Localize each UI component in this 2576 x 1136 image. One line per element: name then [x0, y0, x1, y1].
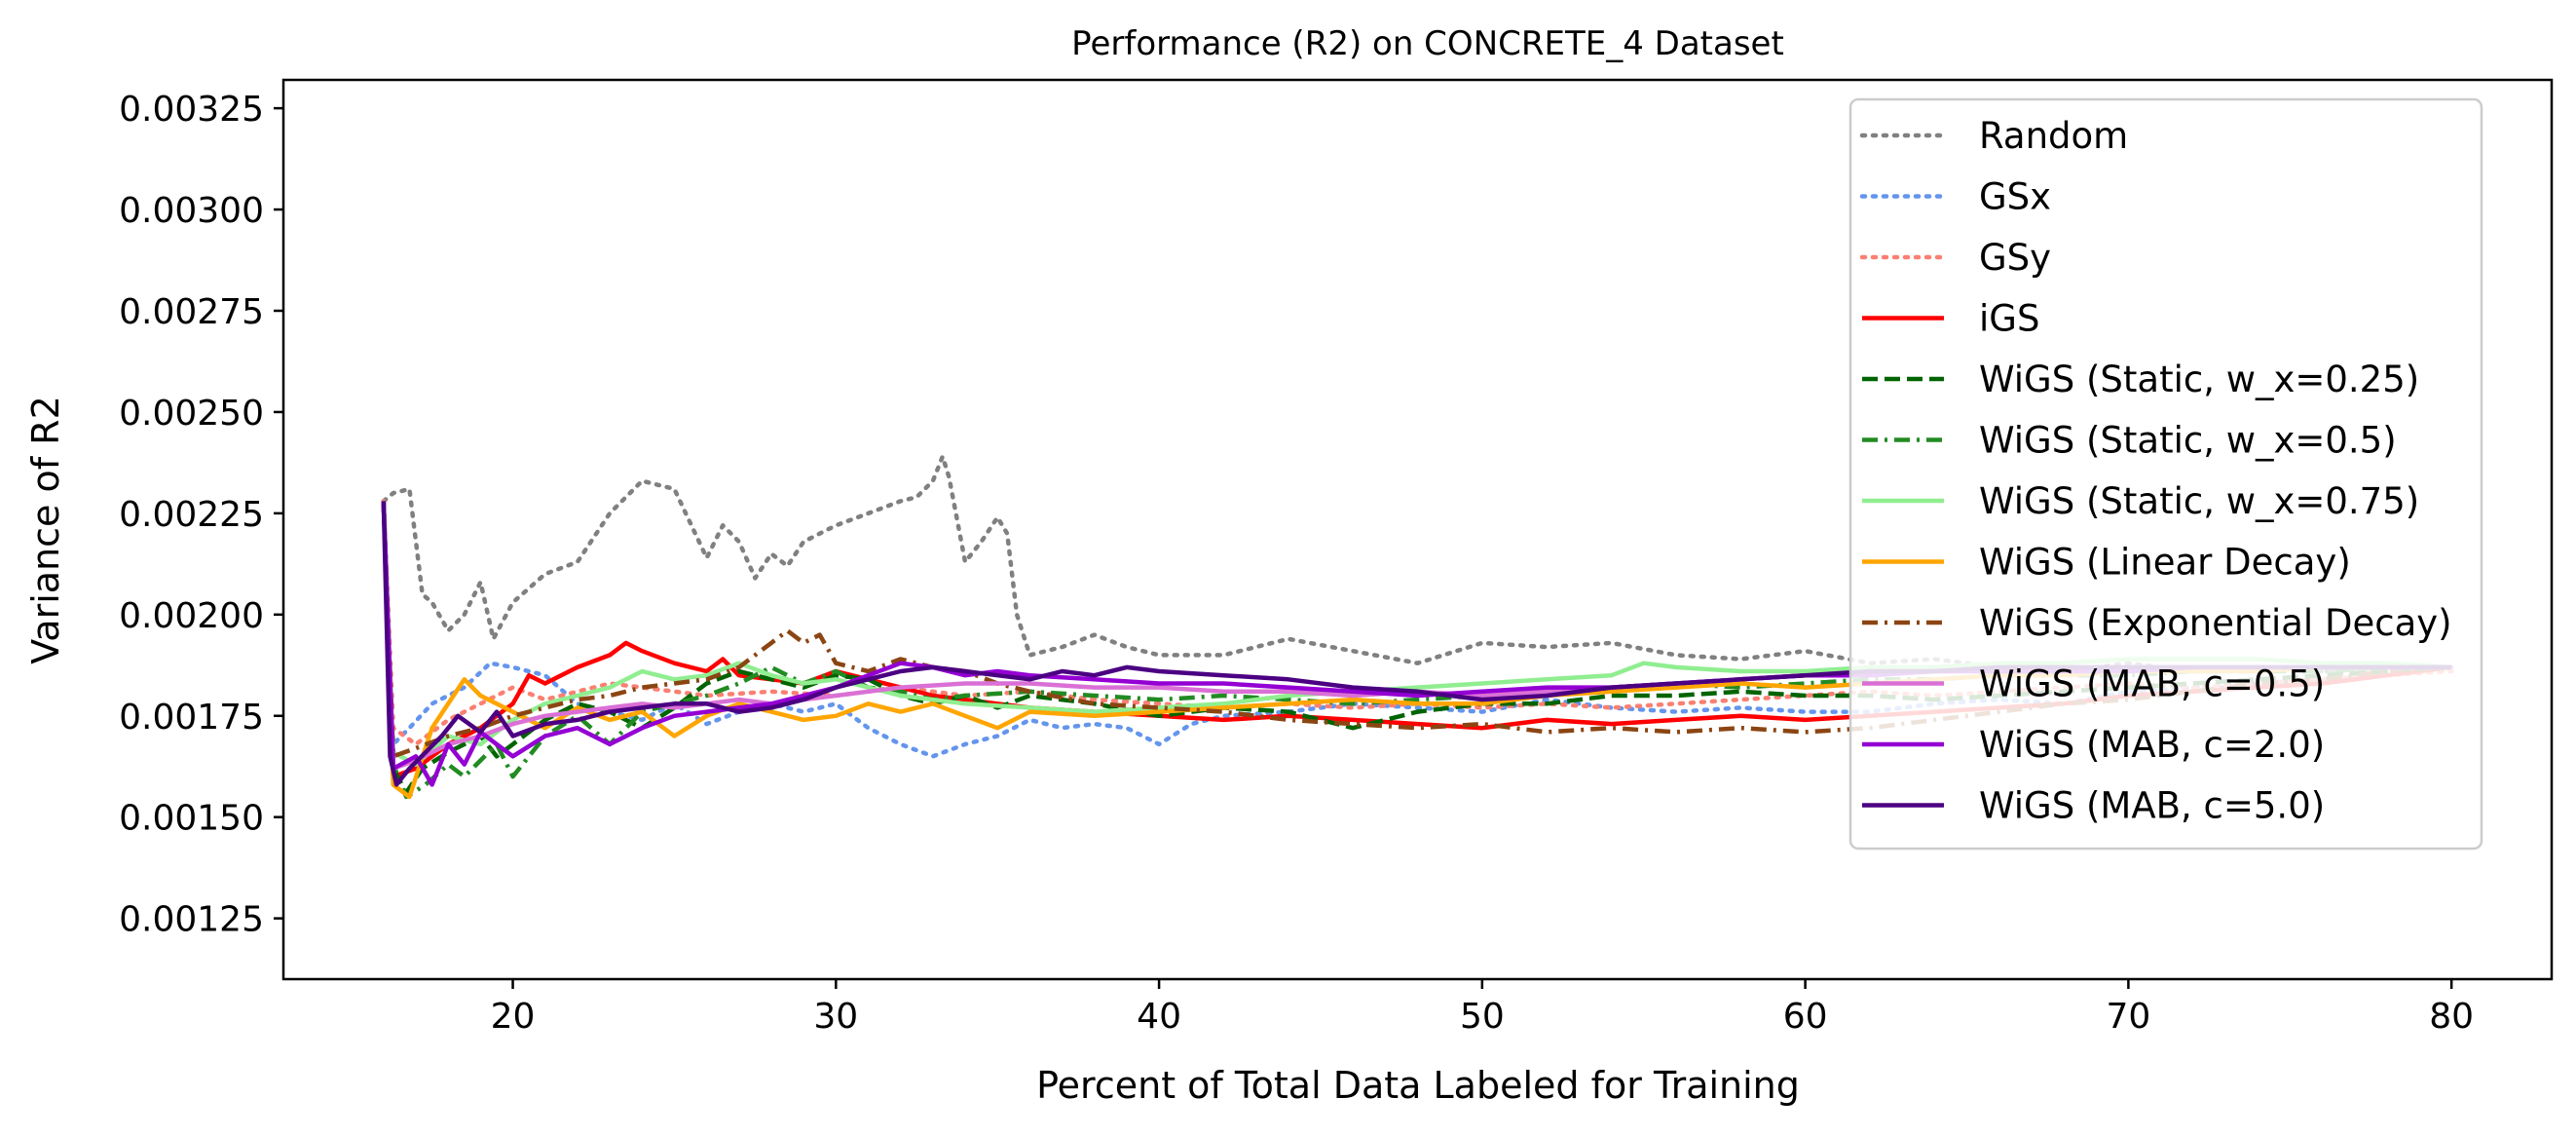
- chart-title: Performance (R2) on CONCRETE_4 Dataset: [1071, 24, 1784, 63]
- legend-label: WiGS (Exponential Decay): [1979, 602, 2452, 644]
- y-tick-label: 0.00325: [119, 90, 264, 130]
- legend-label: iGS: [1979, 298, 2039, 340]
- y-tick-label: 0.00175: [119, 698, 264, 738]
- x-tick-label: 40: [1137, 997, 1181, 1037]
- legend-label: GSx: [1979, 176, 2051, 218]
- y-axis-ticks: 0.00125 0.00150 0.00175 0.00200 0.00225 0.002…: [119, 90, 283, 940]
- legend: Random GSx GSy iGS WiGS (Static, w_x=0.25) Wi…: [1848, 97, 2483, 851]
- y-axis-label: Variance of R2: [24, 396, 67, 664]
- x-tick-label: 60: [1783, 997, 1828, 1037]
- x-tick-label: 20: [491, 997, 536, 1037]
- legend-box: [1848, 97, 2483, 851]
- legend-label: WiGS (MAB, c=0.5): [1979, 663, 2325, 705]
- y-tick-label: 0.00250: [119, 394, 264, 434]
- legend-label: WiGS (MAB, c=2.0): [1979, 724, 2325, 766]
- legend-label: GSy: [1979, 237, 2051, 279]
- legend-label: WiGS (Linear Decay): [1979, 542, 2351, 584]
- x-tick-label: 80: [2429, 997, 2474, 1037]
- y-tick-label: 0.00200: [119, 596, 264, 636]
- y-tick-label: 0.00150: [119, 799, 264, 839]
- y-tick-label: 0.00125: [119, 900, 264, 940]
- y-tick-label: 0.00275: [119, 292, 264, 332]
- y-tick-label: 0.00225: [119, 495, 264, 535]
- x-tick-label: 70: [2106, 997, 2150, 1037]
- legend-label: WiGS (Static, w_x=0.5): [1979, 420, 2397, 462]
- legend-label: WiGS (Static, w_x=0.75): [1979, 480, 2419, 522]
- legend-label: Random: [1979, 115, 2128, 157]
- series-line-1: [381, 454, 2454, 674]
- series-line-6: [381, 501, 2452, 800]
- legend-label: WiGS (Static, w_x=0.25): [1979, 359, 2419, 400]
- x-axis-ticks: 20 30 40 50 60 70 80: [491, 979, 2474, 1037]
- y-tick-label: 0.00300: [119, 191, 264, 231]
- legend-label: WiGS (MAB, c=5.0): [1979, 785, 2325, 827]
- legend-entries: Random GSx GSy iGS WiGS (Static, w_x=0.25) Wi…: [1859, 115, 2452, 827]
- x-axis-label: Percent of Total Data Labeled for Traini…: [1036, 1064, 1800, 1107]
- x-tick-label: 30: [813, 997, 858, 1037]
- x-tick-label: 50: [1460, 997, 1505, 1037]
- plot-area-frame: [281, 78, 2554, 981]
